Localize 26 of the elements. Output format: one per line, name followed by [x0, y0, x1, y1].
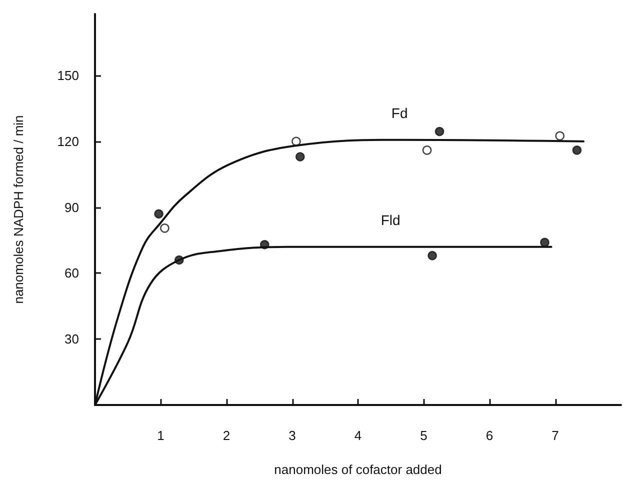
- point: [428, 250, 437, 260]
- point: [422, 146, 432, 155]
- y-tick-label: 120: [57, 134, 79, 149]
- y-tick-label: 60: [64, 266, 79, 281]
- series-label: Fld: [380, 212, 400, 228]
- x-tick-label: 4: [354, 428, 362, 443]
- y-axis-title: nanomoles NADPH formed / min: [11, 115, 26, 304]
- series-label: Fd: [391, 104, 408, 121]
- point: [292, 136, 301, 146]
- point: [572, 146, 582, 155]
- point: [434, 126, 444, 136]
- point: [540, 238, 550, 248]
- x-tick-label: 1: [157, 428, 164, 443]
- point: [555, 131, 564, 141]
- point: [154, 209, 164, 219]
- y-tick-label: 150: [57, 68, 79, 84]
- x-tick-label: 5: [420, 428, 428, 443]
- x-tick-label: 7: [552, 428, 559, 443]
- x-tick-label: 3: [288, 428, 296, 443]
- x-axis-title: nanomoles of cofactor added: [274, 462, 442, 477]
- point: [160, 224, 170, 233]
- y-tick-label: 30: [64, 332, 79, 347]
- y-tick-label: 90: [64, 200, 79, 215]
- x-tick-label: 2: [222, 428, 230, 443]
- point: [296, 152, 305, 162]
- x-tick-label: 6: [486, 428, 494, 443]
